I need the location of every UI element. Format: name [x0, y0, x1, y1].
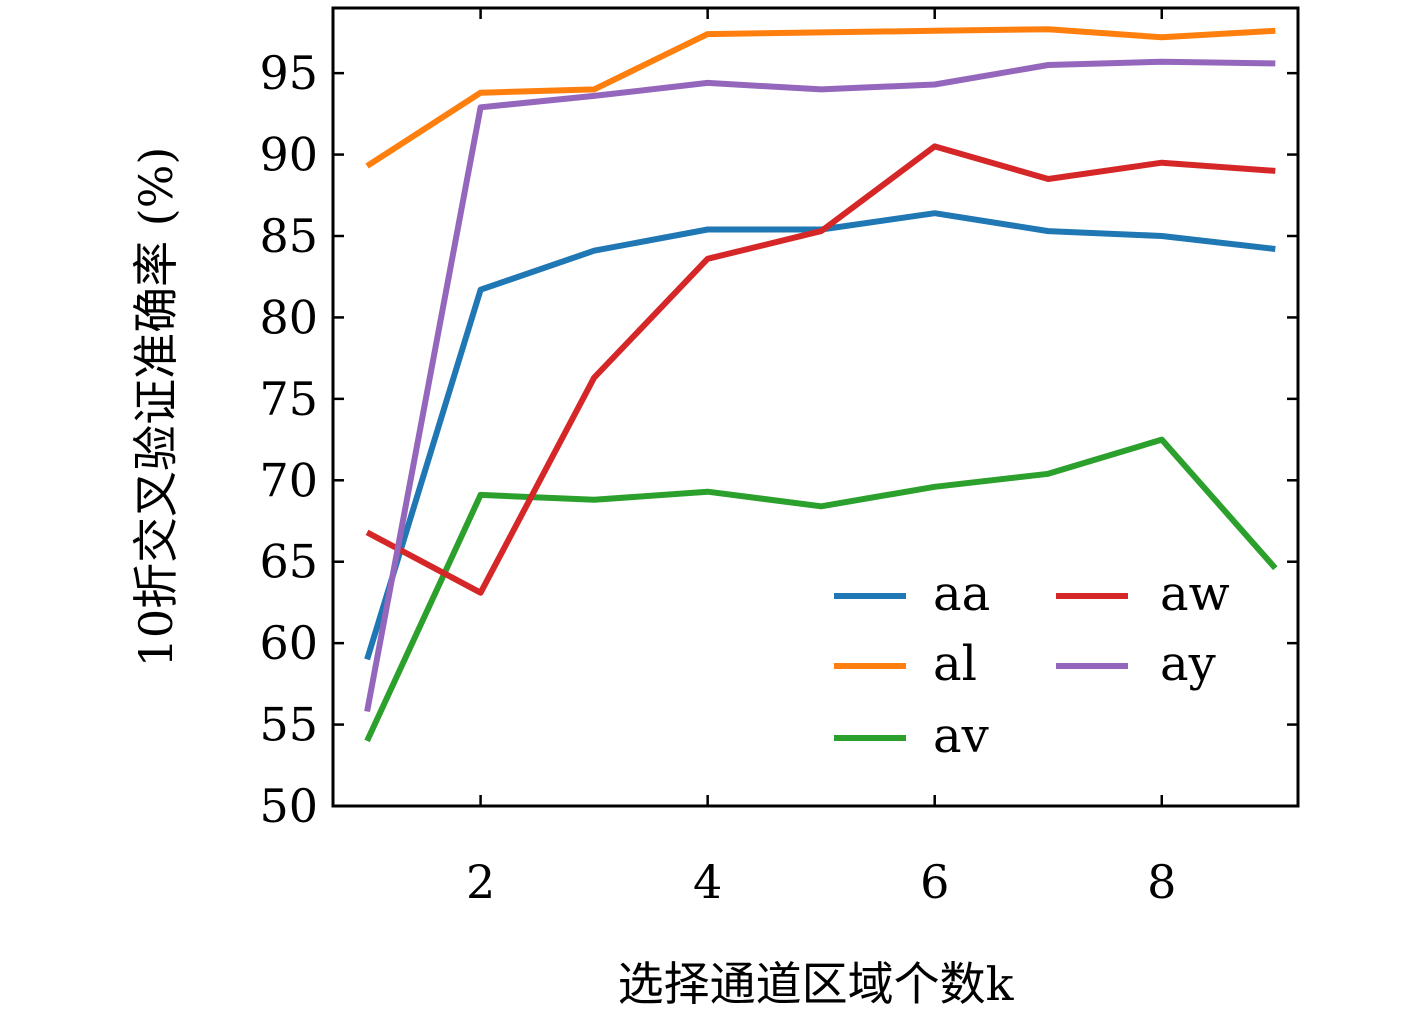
- series-line-ay: [364, 58, 1276, 713]
- legend-label-aa: aa: [933, 566, 990, 622]
- series-line-al: [365, 26, 1276, 169]
- y-tick-label-50: 50: [259, 779, 318, 833]
- x-axis: 2 4 6 8: [466, 8, 1176, 909]
- series-line-aw: [365, 143, 1276, 596]
- series-line-aa: [364, 210, 1276, 661]
- y-tick-label-80: 80: [259, 290, 318, 344]
- y-tick-label-75: 75: [259, 372, 318, 426]
- y-tick-label-65: 65: [259, 535, 318, 589]
- x-tick-label-8: 8: [1147, 855, 1176, 909]
- series-line-av: [364, 436, 1278, 743]
- x-tick-label-6: 6: [920, 855, 949, 909]
- y-tick-label-95: 95: [259, 46, 318, 100]
- x-tick-label-4: 4: [693, 855, 722, 909]
- y-tick-label-85: 85: [259, 209, 318, 263]
- legend-label-av: av: [933, 708, 989, 764]
- legend-label-ay: ay: [1160, 636, 1216, 692]
- y-axis-label: 10折交叉验证准确率 (%): [129, 147, 183, 668]
- x-axis-label: 选择通道区域个数k: [618, 957, 1015, 1011]
- y-tick-label-90: 90: [259, 128, 318, 182]
- x-tick-label-2: 2: [466, 855, 495, 909]
- legend-label-al: al: [933, 636, 977, 692]
- y-tick-label-60: 60: [259, 616, 318, 670]
- y-tick-label-55: 55: [259, 698, 318, 752]
- legend: aa al av aw ay: [834, 566, 1230, 764]
- y-axis: 50 55 60 65 70 75 80 85 90 95: [259, 46, 1298, 833]
- series-layer: [364, 26, 1278, 743]
- y-tick-label-70: 70: [259, 453, 318, 507]
- legend-label-aw: aw: [1160, 566, 1230, 622]
- plot-frame: [331, 6, 1300, 808]
